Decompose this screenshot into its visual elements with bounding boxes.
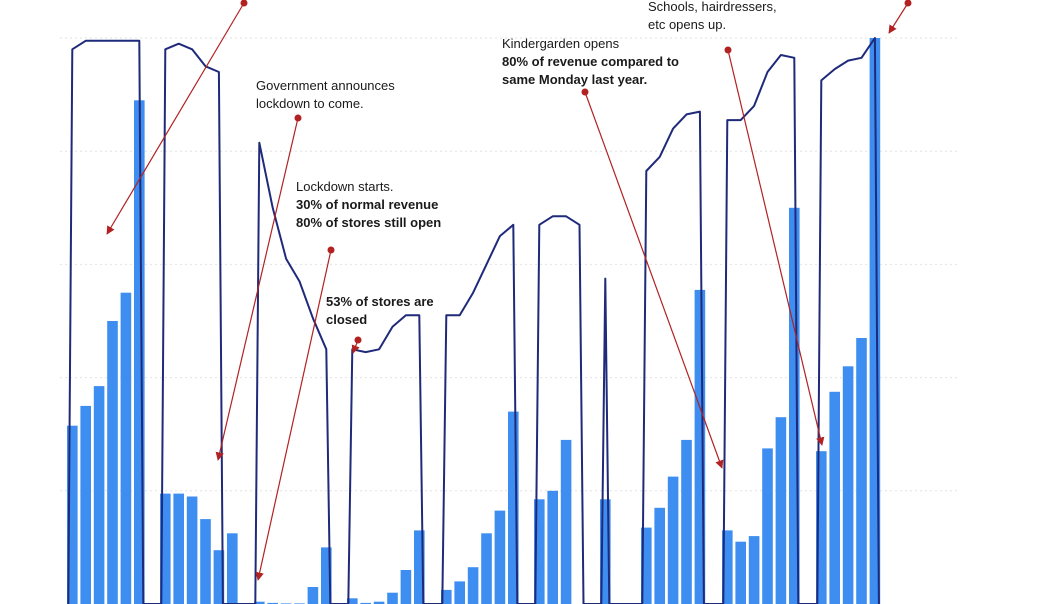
revenue-bar [762,448,773,604]
revenue-bar [254,601,265,604]
revenue-bar [748,536,760,604]
revenue-bar [775,417,787,604]
annotation-text: lockdown to come. [256,96,364,111]
revenue-bar [547,490,558,604]
annotation-dot [240,0,248,7]
revenue-bar [641,527,652,604]
revenue-bar [134,100,145,604]
revenue-bar [829,391,840,604]
annotation-dot [294,114,302,122]
revenue-bar [400,570,412,604]
annotation-bold-text: closed [326,312,368,327]
revenue-bar [360,602,371,604]
revenue-bar [67,425,78,604]
revenue-bar [789,207,800,604]
revenue-bar [560,439,572,604]
revenue-bar [200,519,211,604]
revenue-bar [481,533,492,604]
revenue-bar [494,510,506,604]
revenue-bar [694,289,706,604]
annotation-dot [581,88,589,96]
revenue-bar [441,589,452,604]
annotation-arrow [215,117,299,461]
revenue-bar [856,338,867,604]
revenue-bar [722,530,733,604]
revenue-bar [213,550,225,604]
annotation-arrow [106,2,245,235]
annotation-text: Lockdown starts. [296,179,394,194]
revenue-bar [654,507,665,604]
annotation-arrow [888,2,909,34]
annotation-bold-text: 53% of stores are [326,294,434,309]
annotation-lockdown-announced: Government announces lockdown to come. [256,77,395,113]
revenue-bar [321,547,332,604]
revenue-bar [681,439,692,604]
revenue-bar [93,386,105,604]
annotation-dot [354,336,362,344]
revenue-bar [735,541,746,604]
revenue-bar [373,601,385,604]
annotation-kindergarden-opens: Kindergarden opens 80% of revenue compar… [502,35,679,89]
revenue-bar [467,567,479,604]
revenue-bar [414,530,425,604]
annotation-lockdown-starts: Lockdown starts. 30% of normal revenue 8… [296,178,441,232]
annotation-text: Government announces [256,78,395,93]
revenue-bar [173,493,184,604]
annotation-stores-closed: 53% of stores are closed [326,293,434,329]
annotation-bold-text: 30% of normal revenue [296,197,439,212]
revenue-bar [80,405,91,604]
revenue-bar [120,292,132,604]
revenue-bar [347,598,358,604]
stores-open-line [67,37,880,604]
annotation-dot [724,46,732,54]
revenue-bar [307,587,319,604]
annotation-arrow [727,49,825,446]
revenue-bar [107,321,118,604]
revenue-bar [454,581,465,604]
annotation-arrow [255,249,332,581]
annotation-dot [327,246,335,254]
revenue-bar [508,411,519,604]
annotation-schools-open: Schools, hairdressers, etc opens up. [648,0,777,34]
annotation-text: etc opens up. [648,17,727,32]
revenue-bar [869,38,881,604]
annotation-arrow [584,91,724,469]
revenue-bar [667,476,679,604]
annotation-text: Schools, hairdressers, [648,0,777,14]
annotation-dot [904,0,912,7]
revenue-bar [267,602,278,604]
revenue-bar [534,499,545,604]
annotation-text: Kindergarden opens [502,36,620,51]
annotation-bold-text: 80% of revenue compared to [502,54,679,69]
annotation-bold-text: same Monday last year. [502,72,648,87]
revenue-bar [816,451,827,604]
revenue-bar [387,592,398,604]
revenue-bar [186,496,198,604]
annotation-bold-text: 80% of stores still open [296,215,442,230]
revenue-bar [160,493,171,604]
revenue-bar [227,533,238,604]
revenue-bar [600,499,611,604]
revenue-bar [842,366,854,604]
